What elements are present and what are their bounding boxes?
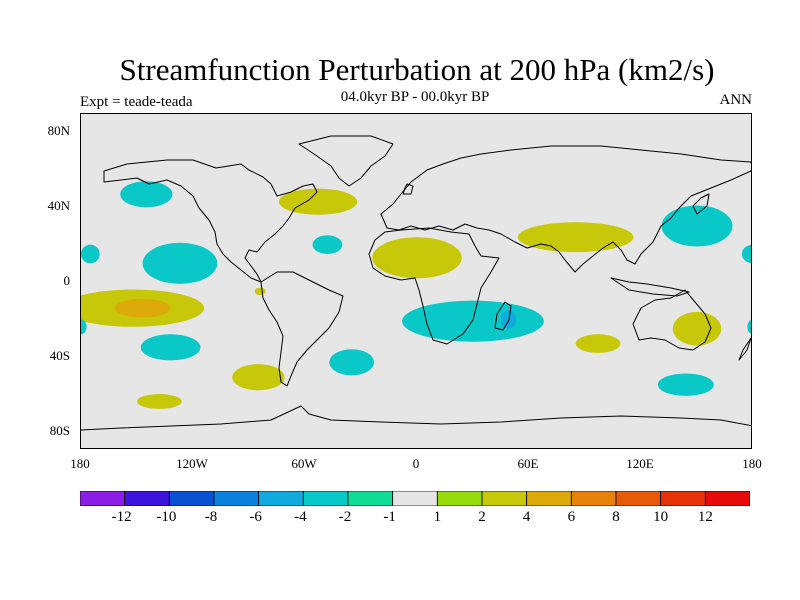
coastline-greenland — [298, 135, 394, 187]
coastline-south-america — [260, 271, 344, 387]
coastline-north-america — [103, 159, 318, 283]
colorbar-box-10 — [526, 491, 572, 506]
anomaly-region-2 — [81, 244, 100, 264]
anomaly-region-15 — [661, 205, 733, 247]
x-tick-180w: 180 — [70, 456, 90, 471]
anomaly-region-8 — [329, 349, 375, 376]
colorbar-label: -12 — [111, 509, 132, 525]
anomaly-region-21 — [81, 319, 87, 335]
colorbar-label: -4 — [294, 509, 307, 525]
colorbar-label: 8 — [612, 509, 620, 525]
anomaly-region-1 — [142, 242, 218, 284]
colorbar-label: -6 — [249, 509, 262, 525]
anomaly-region-10 — [232, 364, 285, 391]
y-tick-80n: 80N — [47, 123, 70, 138]
colorbar-label: -8 — [204, 509, 218, 525]
colorbar-box-13 — [660, 491, 706, 506]
anomaly-region-11 — [137, 394, 182, 409]
anomaly-region-14 — [517, 222, 634, 253]
colorbar-label: -10 — [156, 509, 177, 525]
anomaly-region-0 — [120, 181, 173, 208]
anomaly-region-7 — [140, 334, 201, 361]
x-tick-120e: 120E — [626, 456, 654, 471]
coastline-eurasia — [380, 145, 751, 273]
y-tick-80s: 80S — [49, 423, 70, 438]
colorbar-box-8 — [436, 491, 483, 506]
anomaly-region-16 — [741, 244, 751, 264]
y-tick-40s: 40S — [49, 348, 70, 363]
map-plot — [81, 135, 751, 431]
y-tick-equator: 0 — [63, 273, 71, 288]
colorbar-label: 1 — [433, 509, 442, 525]
period-subtitle: 04.0kyr BP - 00.0kyr BP — [340, 89, 490, 105]
x-tick-0: 0 — [412, 456, 420, 471]
coastline-antarctica — [81, 405, 751, 431]
anomaly-region-22 — [254, 287, 266, 296]
coastlines — [81, 135, 751, 431]
anomaly-region-18 — [672, 311, 722, 346]
colorbar-box-11 — [570, 491, 617, 506]
anomaly-region-4 — [114, 298, 171, 318]
colorbar-box-5 — [302, 491, 349, 506]
x-tick-60w: 60W — [291, 456, 317, 471]
colorbar-box-0 — [80, 491, 126, 506]
colorbar-label: -2 — [338, 509, 352, 525]
experiment-label: Expt = teade-teada — [80, 94, 193, 110]
x-tick-60e: 60E — [517, 456, 539, 471]
anomaly-region-6 — [312, 235, 343, 254]
anomaly-region-17 — [575, 334, 621, 353]
x-tick-180e: 180 — [742, 456, 762, 471]
colorbar-label: 2 — [478, 509, 486, 525]
colorbar-box-1 — [124, 491, 170, 506]
colorbar-box-2 — [168, 491, 215, 506]
colorbar-box-3 — [213, 491, 260, 506]
colorbar-box-9 — [481, 491, 528, 506]
y-tick-40n: 40N — [47, 198, 70, 213]
anomaly-region-20 — [747, 319, 751, 334]
x-tick-120w: 120W — [176, 456, 208, 471]
colorbar-label: -1 — [383, 509, 396, 525]
anomaly-region-5 — [278, 188, 358, 215]
map-panel — [80, 113, 752, 449]
colorbar-box-6 — [347, 491, 394, 506]
anomaly-region-13 — [501, 310, 516, 329]
colorbar-label: 4 — [522, 509, 531, 525]
coastline-australia — [632, 289, 712, 351]
colorbar-label: 12 — [697, 509, 713, 525]
colorbar-box-12 — [615, 491, 662, 506]
coastline-british-isles — [402, 183, 414, 195]
colorbar-box-4 — [258, 491, 304, 506]
colorbar-box-7 — [392, 491, 438, 506]
anomaly-region-9 — [372, 237, 462, 279]
colorbar-box-14 — [704, 491, 750, 506]
colorbar-label: 6 — [567, 509, 576, 525]
coastline-japan — [692, 193, 710, 215]
season-label: ANN — [719, 92, 753, 108]
coastline-africa — [368, 227, 500, 345]
coastline-new-zealand — [738, 337, 751, 361]
coastline-madagascar — [494, 301, 512, 331]
coastline-indonesia — [610, 277, 690, 297]
colorbar-label: 10 — [653, 509, 669, 525]
colorbar — [80, 491, 750, 506]
plot-title: Streamfunction Perturbation at 200 hPa (… — [119, 52, 715, 87]
anomaly-region-19 — [657, 373, 714, 396]
